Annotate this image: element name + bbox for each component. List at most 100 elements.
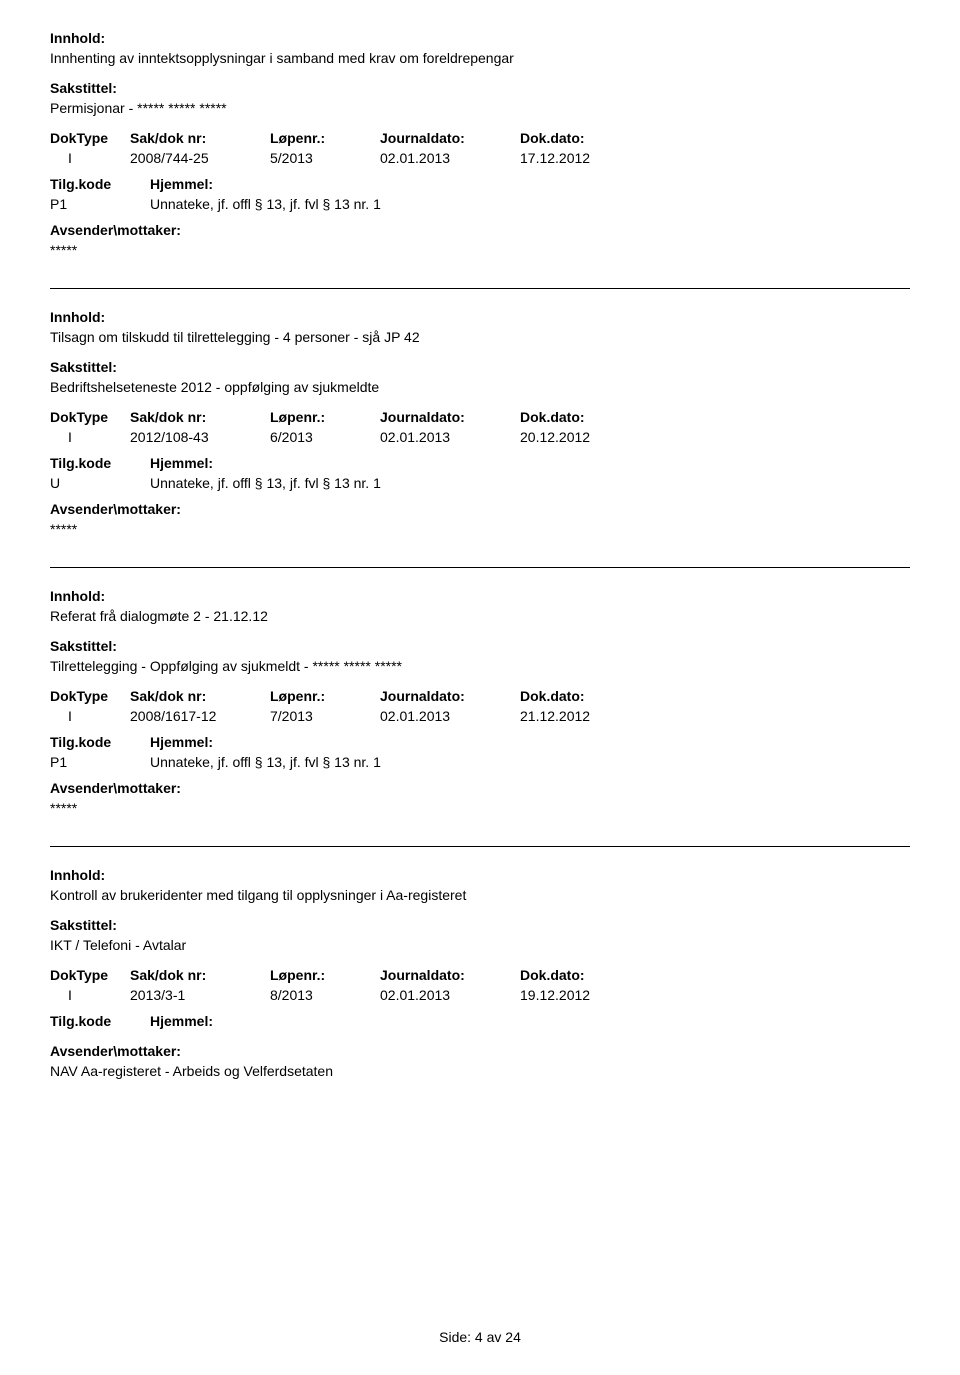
sakstittel-value: Bedriftshelseteneste 2012 - oppfølging a… bbox=[50, 379, 910, 395]
header-tilgkode: Tilg.kode bbox=[50, 734, 150, 750]
innhold-value: Tilsagn om tilskudd til tilrettelegging … bbox=[50, 329, 910, 345]
sakstittel-value: IKT / Telefoni - Avtalar bbox=[50, 937, 910, 953]
header-dokdato: Dok.dato: bbox=[520, 967, 660, 983]
header-tilgkode: Tilg.kode bbox=[50, 1013, 150, 1029]
kode-data-row: U Unnateke, jf. offl § 13, jf. fvl § 13 … bbox=[50, 475, 910, 491]
header-journaldato: Journaldato: bbox=[380, 130, 520, 146]
innhold-value: Innhenting av inntektsopplysningar i sam… bbox=[50, 50, 910, 66]
journal-entry: Innhold: Kontroll av brukeridenter med t… bbox=[50, 867, 910, 1079]
journal-entry: Innhold: Referat frå dialogmøte 2 - 21.1… bbox=[50, 588, 910, 816]
sakstittel-label: Sakstittel: bbox=[50, 917, 910, 933]
table-header-row: DokType Sak/dok nr: Løpenr.: Journaldato… bbox=[50, 967, 910, 983]
avsender-label: Avsender\mottaker: bbox=[50, 501, 910, 517]
value-lopenr: 5/2013 bbox=[270, 150, 380, 166]
value-tilgkode: P1 bbox=[50, 754, 150, 770]
journal-entry: Innhold: Tilsagn om tilskudd til tilrett… bbox=[50, 309, 910, 537]
value-sakdok: 2008/1617-12 bbox=[130, 708, 270, 724]
value-hjemmel: Unnateke, jf. offl § 13, jf. fvl § 13 nr… bbox=[150, 196, 381, 212]
header-journaldato: Journaldato: bbox=[380, 967, 520, 983]
value-dokdato: 19.12.2012 bbox=[520, 987, 660, 1003]
kode-header-row: Tilg.kode Hjemmel: bbox=[50, 176, 910, 192]
avsender-label: Avsender\mottaker: bbox=[50, 780, 910, 796]
header-sakdok: Sak/dok nr: bbox=[130, 688, 270, 704]
header-journaldato: Journaldato: bbox=[380, 409, 520, 425]
header-tilgkode: Tilg.kode bbox=[50, 455, 150, 471]
sakstittel-value: Tilrettelegging - Oppfølging av sjukmeld… bbox=[50, 658, 910, 674]
value-dokdato: 17.12.2012 bbox=[520, 150, 660, 166]
header-dokdato: Dok.dato: bbox=[520, 409, 660, 425]
header-hjemmel: Hjemmel: bbox=[150, 176, 213, 192]
value-sakdok: 2012/108-43 bbox=[130, 429, 270, 445]
header-dokdato: Dok.dato: bbox=[520, 130, 660, 146]
table-data-row: I 2012/108-43 6/2013 02.01.2013 20.12.20… bbox=[50, 429, 910, 445]
header-lopenr: Løpenr.: bbox=[270, 130, 380, 146]
avsender-label: Avsender\mottaker: bbox=[50, 222, 910, 238]
header-lopenr: Løpenr.: bbox=[270, 967, 380, 983]
kode-data-row: P1 Unnateke, jf. offl § 13, jf. fvl § 13… bbox=[50, 196, 910, 212]
value-doktype: I bbox=[50, 429, 130, 445]
journal-entry: Innhold: Innhenting av inntektsopplysnin… bbox=[50, 30, 910, 258]
innhold-value: Kontroll av brukeridenter med tilgang ti… bbox=[50, 887, 910, 903]
kode-header-row: Tilg.kode Hjemmel: bbox=[50, 455, 910, 471]
sakstittel-label: Sakstittel: bbox=[50, 638, 910, 654]
header-journaldato: Journaldato: bbox=[380, 688, 520, 704]
kode-data-row: P1 Unnateke, jf. offl § 13, jf. fvl § 13… bbox=[50, 754, 910, 770]
header-sakdok: Sak/dok nr: bbox=[130, 967, 270, 983]
header-lopenr: Løpenr.: bbox=[270, 688, 380, 704]
avsender-value: ***** bbox=[50, 800, 910, 816]
header-tilgkode: Tilg.kode bbox=[50, 176, 150, 192]
value-lopenr: 7/2013 bbox=[270, 708, 380, 724]
value-doktype: I bbox=[50, 987, 130, 1003]
value-journaldato: 02.01.2013 bbox=[380, 708, 520, 724]
header-lopenr: Løpenr.: bbox=[270, 409, 380, 425]
value-sakdok: 2008/744-25 bbox=[130, 150, 270, 166]
value-tilgkode: U bbox=[50, 475, 150, 491]
value-lopenr: 8/2013 bbox=[270, 987, 380, 1003]
table-header-row: DokType Sak/dok nr: Løpenr.: Journaldato… bbox=[50, 130, 910, 146]
avsender-value: ***** bbox=[50, 521, 910, 537]
entry-divider bbox=[50, 846, 910, 847]
entry-divider bbox=[50, 288, 910, 289]
value-hjemmel: Unnateke, jf. offl § 13, jf. fvl § 13 nr… bbox=[150, 754, 381, 770]
value-dokdato: 21.12.2012 bbox=[520, 708, 660, 724]
header-doktype: DokType bbox=[50, 409, 130, 425]
entry-divider bbox=[50, 567, 910, 568]
innhold-label: Innhold: bbox=[50, 867, 910, 883]
kode-header-row: Tilg.kode Hjemmel: bbox=[50, 1013, 910, 1029]
header-doktype: DokType bbox=[50, 967, 130, 983]
header-doktype: DokType bbox=[50, 688, 130, 704]
header-hjemmel: Hjemmel: bbox=[150, 1013, 213, 1029]
table-data-row: I 2008/1617-12 7/2013 02.01.2013 21.12.2… bbox=[50, 708, 910, 724]
value-lopenr: 6/2013 bbox=[270, 429, 380, 445]
header-sakdok: Sak/dok nr: bbox=[130, 409, 270, 425]
header-dokdato: Dok.dato: bbox=[520, 688, 660, 704]
sakstittel-value: Permisjonar - ***** ***** ***** bbox=[50, 100, 910, 116]
header-sakdok: Sak/dok nr: bbox=[130, 130, 270, 146]
avsender-value: ***** bbox=[50, 242, 910, 258]
innhold-value: Referat frå dialogmøte 2 - 21.12.12 bbox=[50, 608, 910, 624]
value-tilgkode: P1 bbox=[50, 196, 150, 212]
avsender-label: Avsender\mottaker: bbox=[50, 1043, 910, 1059]
table-header-row: DokType Sak/dok nr: Løpenr.: Journaldato… bbox=[50, 688, 910, 704]
header-hjemmel: Hjemmel: bbox=[150, 455, 213, 471]
sakstittel-label: Sakstittel: bbox=[50, 359, 910, 375]
table-data-row: I 2008/744-25 5/2013 02.01.2013 17.12.20… bbox=[50, 150, 910, 166]
kode-header-row: Tilg.kode Hjemmel: bbox=[50, 734, 910, 750]
table-header-row: DokType Sak/dok nr: Løpenr.: Journaldato… bbox=[50, 409, 910, 425]
value-sakdok: 2013/3-1 bbox=[130, 987, 270, 1003]
value-doktype: I bbox=[50, 708, 130, 724]
value-journaldato: 02.01.2013 bbox=[380, 987, 520, 1003]
innhold-label: Innhold: bbox=[50, 30, 910, 46]
value-dokdato: 20.12.2012 bbox=[520, 429, 660, 445]
sakstittel-label: Sakstittel: bbox=[50, 80, 910, 96]
innhold-label: Innhold: bbox=[50, 588, 910, 604]
header-doktype: DokType bbox=[50, 130, 130, 146]
value-journaldato: 02.01.2013 bbox=[380, 429, 520, 445]
value-hjemmel: Unnateke, jf. offl § 13, jf. fvl § 13 nr… bbox=[150, 475, 381, 491]
header-hjemmel: Hjemmel: bbox=[150, 734, 213, 750]
avsender-value: NAV Aa-registeret - Arbeids og Velferdse… bbox=[50, 1063, 910, 1079]
page-footer: Side: 4 av 24 bbox=[50, 1329, 910, 1345]
innhold-label: Innhold: bbox=[50, 309, 910, 325]
table-data-row: I 2013/3-1 8/2013 02.01.2013 19.12.2012 bbox=[50, 987, 910, 1003]
value-doktype: I bbox=[50, 150, 130, 166]
